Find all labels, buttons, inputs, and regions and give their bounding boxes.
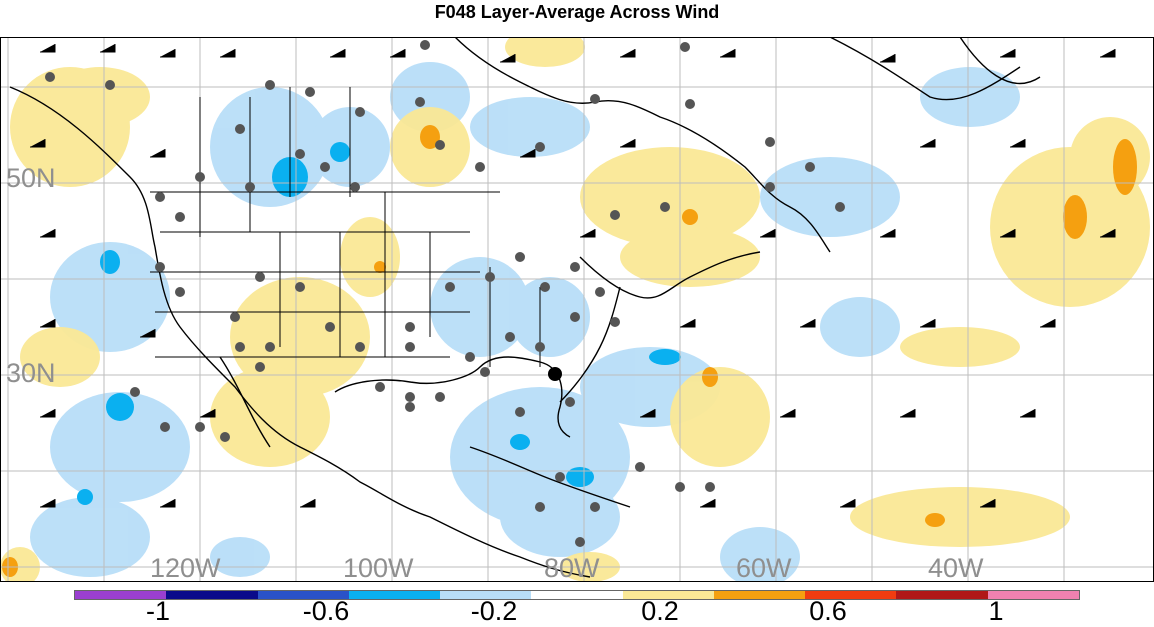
colorbar-segment: [257, 591, 349, 599]
weather-map: [0, 37, 1154, 582]
wind-barbs: [30, 44, 1116, 508]
colorbar-label-0.2: 0.2: [641, 596, 679, 626]
colorbar-segment: [622, 591, 714, 599]
latitude-label-30n: 30N: [6, 358, 56, 388]
longitude-label-100w: 100W: [343, 553, 414, 583]
latitude-label-50n: 50N: [6, 163, 56, 193]
map-title: F048 Layer-Average Across Wind: [434, 2, 720, 22]
colorbar-segment: [75, 591, 167, 599]
colorbar-label-neg0.2: -0.2: [470, 596, 518, 626]
colorbar-segment: [896, 591, 988, 599]
station-dots: [45, 40, 845, 547]
colorbar-segment: [531, 591, 623, 599]
longitude-label-60w: 60W: [736, 553, 792, 583]
shaded-field: [0, 37, 1150, 582]
political-borders: [150, 87, 541, 367]
longitude-label-40w: 40W: [928, 553, 984, 583]
longitude-label-80w: 80W: [544, 553, 600, 583]
colorbar-segment: [440, 591, 532, 599]
colorbar-segment: [987, 591, 1079, 599]
colorbar-segment: [166, 591, 258, 599]
colorbar-segment: [713, 591, 806, 599]
colorbar-label-neg1: -1: [145, 596, 171, 626]
longitude-label-120w: 120W: [150, 553, 221, 583]
colorbar-label-neg0.6: -0.6: [302, 596, 350, 626]
colorbar-label-0.6: 0.6: [809, 596, 847, 626]
color-legend: [74, 590, 1080, 600]
colorbar-segment: [348, 591, 441, 599]
coastlines: [9, 37, 1041, 578]
colorbar-label-1: 1: [988, 596, 1004, 626]
graticule: [0, 37, 1154, 582]
colorbar-segment: [805, 591, 897, 599]
